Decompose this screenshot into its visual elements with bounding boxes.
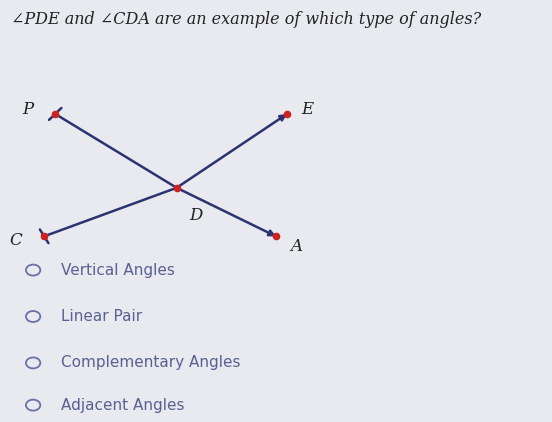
Text: Complementary Angles: Complementary Angles [61, 355, 240, 371]
Text: A: A [290, 238, 302, 255]
Text: ∠PDE and ∠CDA are an example of which type of angles?: ∠PDE and ∠CDA are an example of which ty… [11, 11, 481, 27]
Text: Linear Pair: Linear Pair [61, 309, 142, 324]
Text: C: C [9, 232, 22, 249]
Text: P: P [22, 101, 33, 118]
Text: Vertical Angles: Vertical Angles [61, 262, 174, 278]
Text: D: D [189, 207, 202, 224]
Text: E: E [301, 101, 313, 118]
Text: Adjacent Angles: Adjacent Angles [61, 398, 184, 413]
